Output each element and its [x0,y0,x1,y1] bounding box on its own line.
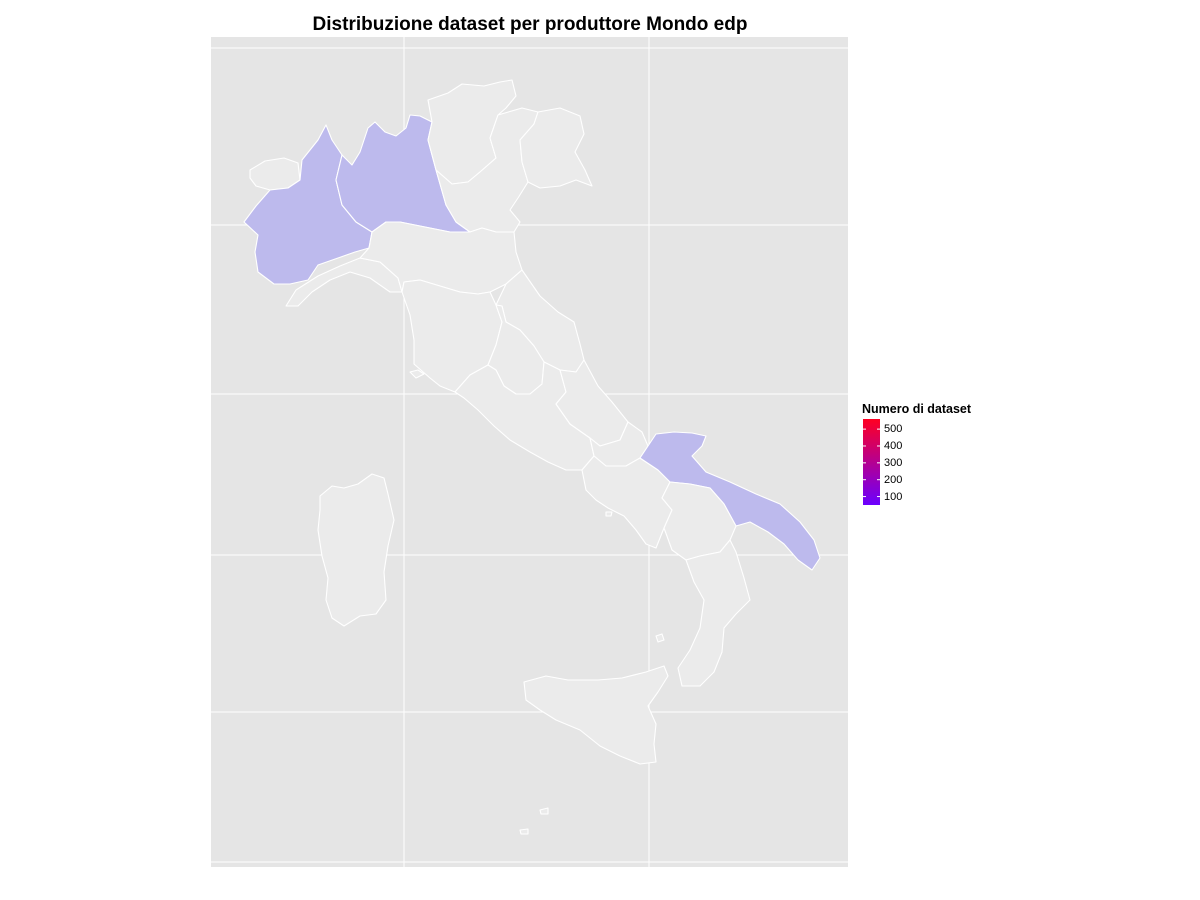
region-piemonte[interactable] [243,124,373,285]
legend-title: Numero di dataset [862,402,972,416]
island-elba [409,369,425,379]
small-islands [409,369,665,835]
map-title: Distribuzione dataset per produttore Mon… [312,14,748,35]
island-capri [605,511,613,517]
legend-tick-label: 400 [884,439,903,452]
region-friuli-venezia-giulia[interactable] [519,107,593,189]
island-lampedusa [519,828,529,835]
region-layer [243,79,821,765]
legend: Numero di dataset 500 400 300 200 100 [862,402,971,509]
legend-tick-label: 100 [884,490,903,503]
island-lipari [655,633,665,643]
legend-body: 500 400 300 200 100 [862,419,971,509]
legend-colorbar [863,419,880,505]
legend-tick-label: 500 [884,423,903,436]
legend-tick-label: 300 [884,456,903,469]
island-pantelleria [539,807,549,815]
region-emilia-romagna[interactable] [359,221,523,295]
region-calabria[interactable] [677,539,751,687]
region-sicilia[interactable] [523,665,669,765]
legend-tick-label: 200 [884,473,903,486]
region-sardegna[interactable] [317,473,395,627]
